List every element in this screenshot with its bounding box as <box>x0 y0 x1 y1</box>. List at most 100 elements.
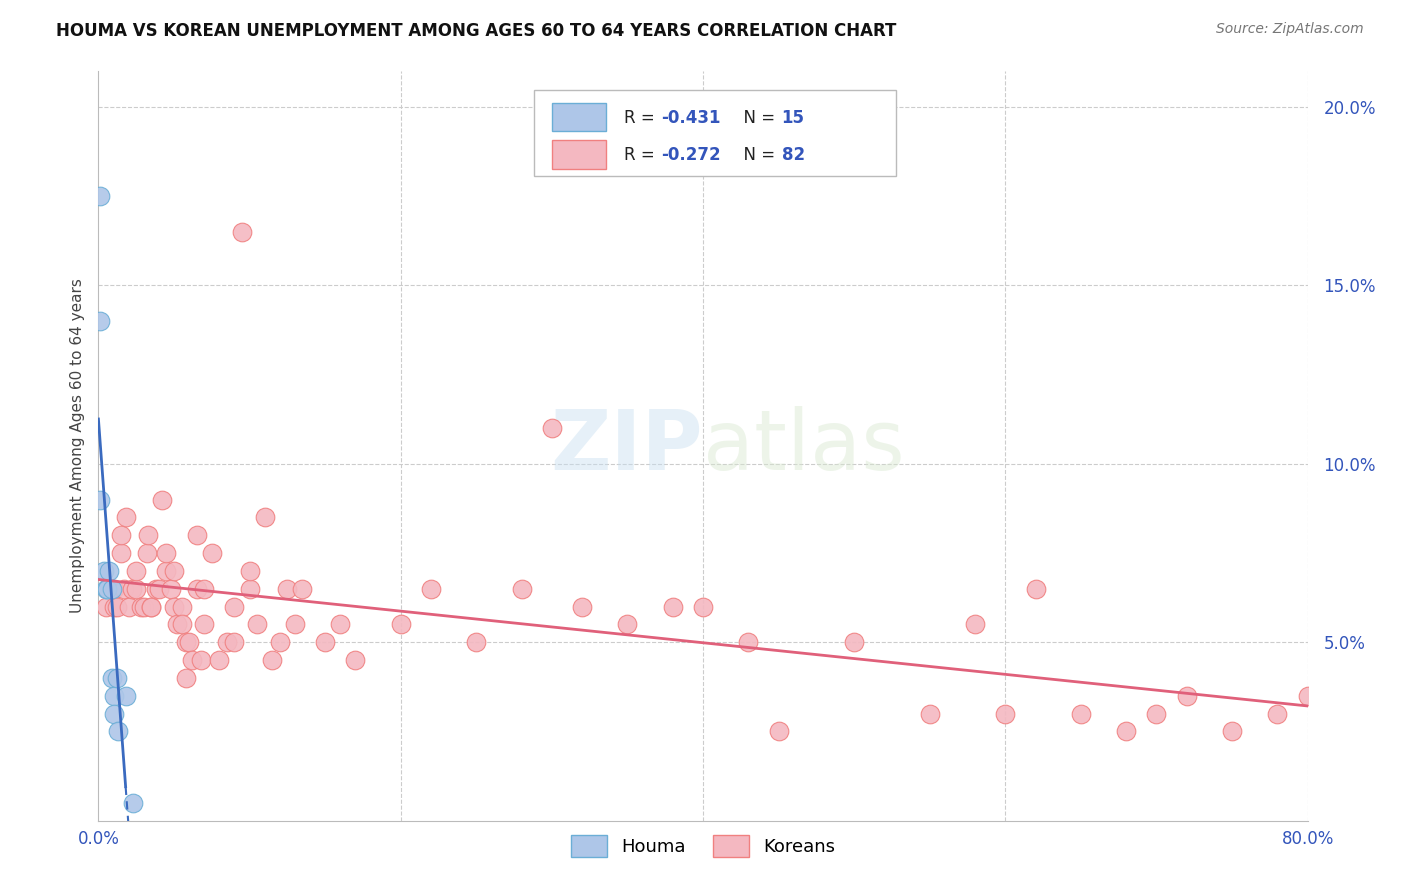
Point <box>122 796 145 810</box>
Point <box>170 599 193 614</box>
Point <box>93 564 115 578</box>
Point <box>510 582 533 596</box>
FancyBboxPatch shape <box>534 90 897 177</box>
Text: N =: N = <box>734 146 780 164</box>
Point <box>114 510 136 524</box>
Point <box>121 582 143 596</box>
Point <box>110 528 132 542</box>
Point <box>208 653 231 667</box>
Point <box>239 564 262 578</box>
Point <box>1220 724 1243 739</box>
Point <box>174 671 197 685</box>
Point <box>246 617 269 632</box>
Point <box>253 510 276 524</box>
Point <box>276 582 298 596</box>
Point <box>661 599 683 614</box>
FancyBboxPatch shape <box>551 140 606 169</box>
FancyBboxPatch shape <box>551 103 606 131</box>
Point <box>190 653 212 667</box>
Point <box>616 617 638 632</box>
Point <box>1267 706 1289 721</box>
Point <box>155 564 177 578</box>
Point <box>224 599 246 614</box>
Point <box>101 582 124 596</box>
Point <box>1070 706 1092 721</box>
Point <box>136 528 159 542</box>
Point <box>844 635 866 649</box>
Point <box>89 189 111 203</box>
Point <box>965 617 987 632</box>
Text: -0.272: -0.272 <box>661 146 720 164</box>
Y-axis label: Unemployment Among Ages 60 to 64 years: Unemployment Among Ages 60 to 64 years <box>69 278 84 614</box>
Point <box>284 617 307 632</box>
Point <box>768 724 790 739</box>
Text: 15: 15 <box>782 109 804 127</box>
Text: ZIP: ZIP <box>551 406 703 486</box>
Point <box>103 599 125 614</box>
Text: HOUMA VS KOREAN UNEMPLOYMENT AMONG AGES 60 TO 64 YEARS CORRELATION CHART: HOUMA VS KOREAN UNEMPLOYMENT AMONG AGES … <box>56 22 897 40</box>
Point <box>107 724 129 739</box>
Point <box>94 582 117 596</box>
Point <box>110 546 132 560</box>
Point <box>105 599 128 614</box>
Legend: Houma, Koreans: Houma, Koreans <box>564 828 842 864</box>
Point <box>571 599 593 614</box>
Point <box>1296 689 1319 703</box>
Point <box>96 582 118 596</box>
Point <box>89 492 111 507</box>
Point <box>692 599 714 614</box>
Point <box>118 599 141 614</box>
Point <box>918 706 941 721</box>
Point <box>215 635 238 649</box>
Point <box>1144 706 1167 721</box>
Point <box>160 582 183 596</box>
Point <box>141 599 163 614</box>
Point <box>186 528 208 542</box>
Point <box>166 617 188 632</box>
Point <box>100 582 122 596</box>
Point <box>145 582 167 596</box>
Point <box>103 706 125 721</box>
Point <box>737 635 759 649</box>
Point <box>1115 724 1137 739</box>
Point <box>193 617 215 632</box>
Point <box>389 617 412 632</box>
Point <box>344 653 367 667</box>
Point <box>112 582 135 596</box>
Point <box>186 582 208 596</box>
Point <box>163 564 186 578</box>
Point <box>89 314 111 328</box>
Point <box>155 546 177 560</box>
Point <box>314 635 336 649</box>
Point <box>465 635 488 649</box>
Point <box>1175 689 1198 703</box>
Point <box>103 582 125 596</box>
Point <box>262 653 284 667</box>
Point <box>135 546 157 560</box>
Point <box>193 582 215 596</box>
Point <box>224 635 246 649</box>
Point <box>994 706 1017 721</box>
Text: 82: 82 <box>782 146 804 164</box>
Point <box>329 617 352 632</box>
Point <box>179 635 201 649</box>
Point <box>420 582 443 596</box>
Text: R =: R = <box>624 109 661 127</box>
Point <box>291 582 314 596</box>
Point <box>114 689 136 703</box>
Point <box>181 653 204 667</box>
Point <box>239 582 262 596</box>
Point <box>103 689 125 703</box>
Point <box>129 599 152 614</box>
Text: Source: ZipAtlas.com: Source: ZipAtlas.com <box>1216 22 1364 37</box>
Point <box>125 582 148 596</box>
Text: R =: R = <box>624 146 661 164</box>
Point <box>174 635 197 649</box>
Text: -0.431: -0.431 <box>661 109 720 127</box>
Point <box>141 599 163 614</box>
Point <box>201 546 224 560</box>
Point <box>1024 582 1046 596</box>
Point <box>125 564 148 578</box>
Point <box>148 582 170 596</box>
Point <box>540 421 562 435</box>
